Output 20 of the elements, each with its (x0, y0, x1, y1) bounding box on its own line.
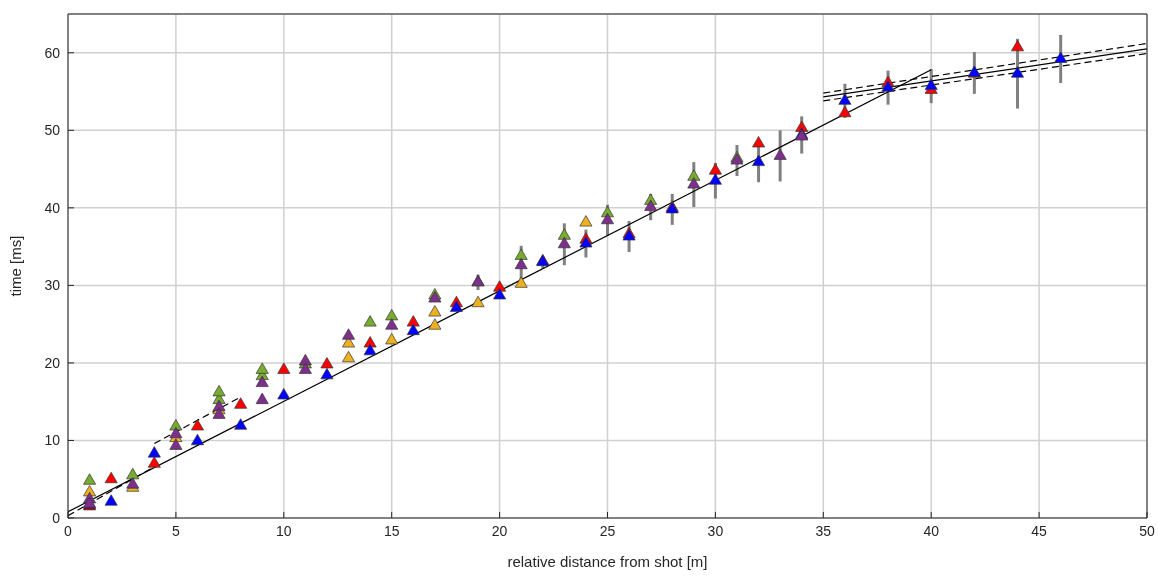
y-tick-label: 50 (44, 122, 61, 139)
y-tick-label: 40 (44, 199, 61, 216)
x-tick-label: 0 (64, 522, 73, 539)
x-tick-label: 15 (383, 522, 400, 539)
x-tick-label: 30 (707, 522, 724, 539)
x-tick-label: 45 (1031, 522, 1048, 539)
y-tick-label: 30 (44, 277, 61, 294)
y-axis-title: time [ms] (7, 235, 25, 297)
x-tick-label: 25 (599, 522, 616, 539)
y-tick-label: 10 (44, 432, 61, 449)
x-tick-label: 35 (815, 522, 832, 539)
x-tick-label: 40 (923, 522, 940, 539)
y-tick-label: 20 (44, 354, 61, 371)
y-tick-label: 0 (52, 509, 61, 526)
y-tick-label: 60 (44, 44, 61, 61)
x-tick-label: 20 (491, 522, 508, 539)
x-axis-title: relative distance from shot [m] (507, 553, 708, 570)
x-tick-label: 10 (276, 522, 292, 539)
x-tick-label: 5 (172, 522, 180, 539)
x-tick-label: 50 (1139, 522, 1155, 539)
